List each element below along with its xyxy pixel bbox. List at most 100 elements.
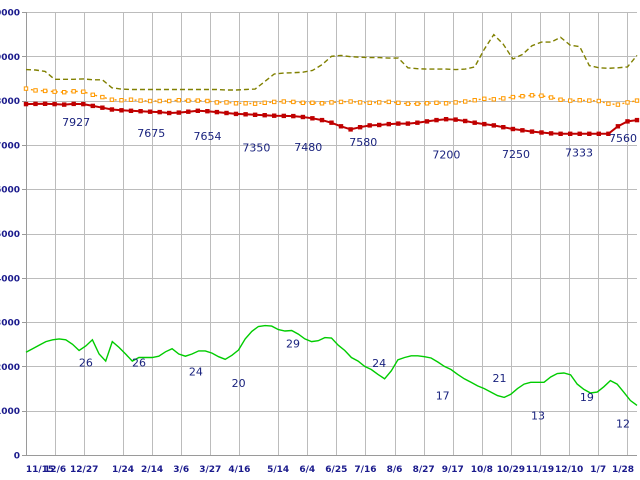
- series-marker-red-main: [405, 121, 411, 126]
- series-marker-red-main: [396, 121, 401, 126]
- series-marker-red-main: [33, 101, 38, 107]
- data-point-label: 7927: [62, 116, 90, 129]
- series-marker-red-main: [596, 131, 601, 137]
- series-marker-red-main: [205, 109, 210, 114]
- series-marker-red-main: [42, 101, 48, 106]
- data-point-label: 7675: [137, 127, 165, 140]
- series-marker-orange-middle: [138, 98, 143, 103]
- series-marker-orange-middle: [281, 99, 287, 104]
- series-marker-orange-middle: [252, 101, 258, 106]
- series-marker-orange-middle: [405, 101, 411, 106]
- series-marker-red-main: [482, 121, 487, 127]
- data-point-label: 7333: [565, 146, 593, 159]
- series-marker-orange-middle: [119, 98, 124, 103]
- series-marker-orange-middle: [539, 93, 544, 98]
- series-marker-red-main: [434, 117, 439, 123]
- x-axis-tick-label: 6/4: [299, 465, 315, 475]
- series-marker-orange-middle: [214, 100, 220, 105]
- series-marker-orange-middle: [224, 100, 229, 105]
- x-axis-tick-label: 12/6: [44, 465, 66, 475]
- series-marker-red-main: [424, 119, 430, 124]
- axis-layer: [22, 12, 637, 456]
- series-marker-red-main: [252, 112, 258, 117]
- x-axis-tick-label: 11/15: [26, 465, 54, 475]
- x-axis-tick-label: 2/14: [141, 465, 163, 475]
- series-marker-orange-middle: [262, 100, 267, 105]
- series-marker-orange-middle: [176, 98, 182, 103]
- series-marker-orange-middle: [634, 98, 640, 103]
- data-point-label: 26: [79, 356, 93, 369]
- series-marker-orange-middle: [42, 88, 48, 94]
- series-marker-orange-middle: [482, 96, 487, 101]
- series-marker-red-main: [386, 121, 392, 127]
- y-axis-tick-labels: 0 1000 2000 3000 4000 5000 6000 7000 8000 9000 100…: [0, 9, 20, 462]
- series-marker-red-main: [491, 123, 497, 128]
- series-green-lower: [25, 324, 638, 406]
- y-axis-tick-label: 9000: [0, 53, 20, 63]
- series-marker-orange-middle: [23, 86, 29, 91]
- series-marker-orange-middle: [71, 89, 76, 94]
- series-marker-red-main: [272, 113, 277, 118]
- data-point-labels: 7927 7675 7654 7350 7480 7580 7200 7250 7333 7560…: [62, 116, 637, 431]
- x-axis-tick-label: 4/16: [228, 465, 250, 475]
- series-marker-red-main: [529, 129, 535, 134]
- x-axis-tick-label: 8/27: [413, 465, 435, 475]
- series-marker-red-main: [463, 118, 468, 124]
- series-marker-orange-middle: [33, 88, 38, 93]
- series-marker-red-main: [243, 112, 248, 117]
- series-marker-red-main: [100, 105, 105, 110]
- series-marker-orange-middle: [625, 100, 630, 105]
- x-axis-tick-label: 3/6: [173, 465, 189, 475]
- y-axis-tick-label: 2000: [0, 363, 20, 373]
- series-marker-orange-middle: [357, 100, 363, 105]
- data-point-label: 7200: [432, 148, 460, 161]
- series-marker-orange-middle: [329, 100, 334, 105]
- x-axis-tick-label: 1/24: [112, 465, 134, 475]
- series-marker-orange-middle: [195, 98, 201, 103]
- data-point-label: 12: [616, 417, 630, 430]
- x-axis-tick-label: 10/8: [471, 465, 493, 475]
- series-marker-orange-middle: [434, 100, 439, 105]
- series-marker-red-main: [195, 108, 201, 113]
- series-marker-orange-middle: [243, 101, 248, 106]
- series-marker-red-main: [615, 124, 621, 129]
- data-point-label: 24: [189, 365, 203, 378]
- grid-layer: [26, 12, 637, 456]
- series-marker-red-main: [443, 117, 449, 122]
- x-axis-tick-label: 8/6: [387, 465, 403, 475]
- series-marker-red-main: [214, 109, 220, 115]
- series-marker-orange-middle: [529, 93, 535, 98]
- series-red-main: [23, 101, 640, 137]
- series-marker-red-main: [310, 116, 315, 121]
- series-marker-red-main: [520, 128, 525, 133]
- series-marker-orange-middle: [186, 98, 191, 103]
- series-marker-red-main: [319, 117, 325, 123]
- data-point-label: 7350: [242, 141, 270, 154]
- x-axis-tick-label: 7/16: [354, 465, 376, 475]
- series-marker-red-main: [62, 102, 67, 107]
- x-axis-tick-label: 3/27: [199, 465, 221, 475]
- series-marker-red-main: [539, 130, 544, 135]
- series-marker-red-main: [625, 119, 630, 124]
- series-marker-red-main: [548, 131, 554, 136]
- series-marker-red-main: [338, 124, 344, 129]
- series-marker-orange-middle: [520, 94, 525, 99]
- series-marker-red-main: [109, 107, 115, 112]
- series-marker-red-main: [157, 109, 162, 115]
- series-marker-orange-middle: [396, 100, 401, 105]
- data-point-label: 29: [286, 337, 300, 350]
- series-marker-red-main: [472, 120, 477, 125]
- y-axis-tick-label: 5000: [0, 230, 20, 240]
- series-marker-orange-middle: [233, 101, 239, 106]
- series-marker-orange-middle: [338, 99, 344, 105]
- series-marker-red-main: [357, 125, 363, 130]
- series-marker-orange-middle: [272, 99, 277, 105]
- data-point-label: 13: [531, 410, 545, 423]
- series-marker-red-main: [23, 101, 29, 107]
- x-axis-tick-label: 1/7: [590, 465, 606, 475]
- series-marker-red-main: [558, 131, 563, 137]
- series-marker-orange-middle: [596, 98, 601, 104]
- series-marker-orange-middle: [90, 92, 95, 97]
- series-marker-orange-middle: [291, 99, 296, 105]
